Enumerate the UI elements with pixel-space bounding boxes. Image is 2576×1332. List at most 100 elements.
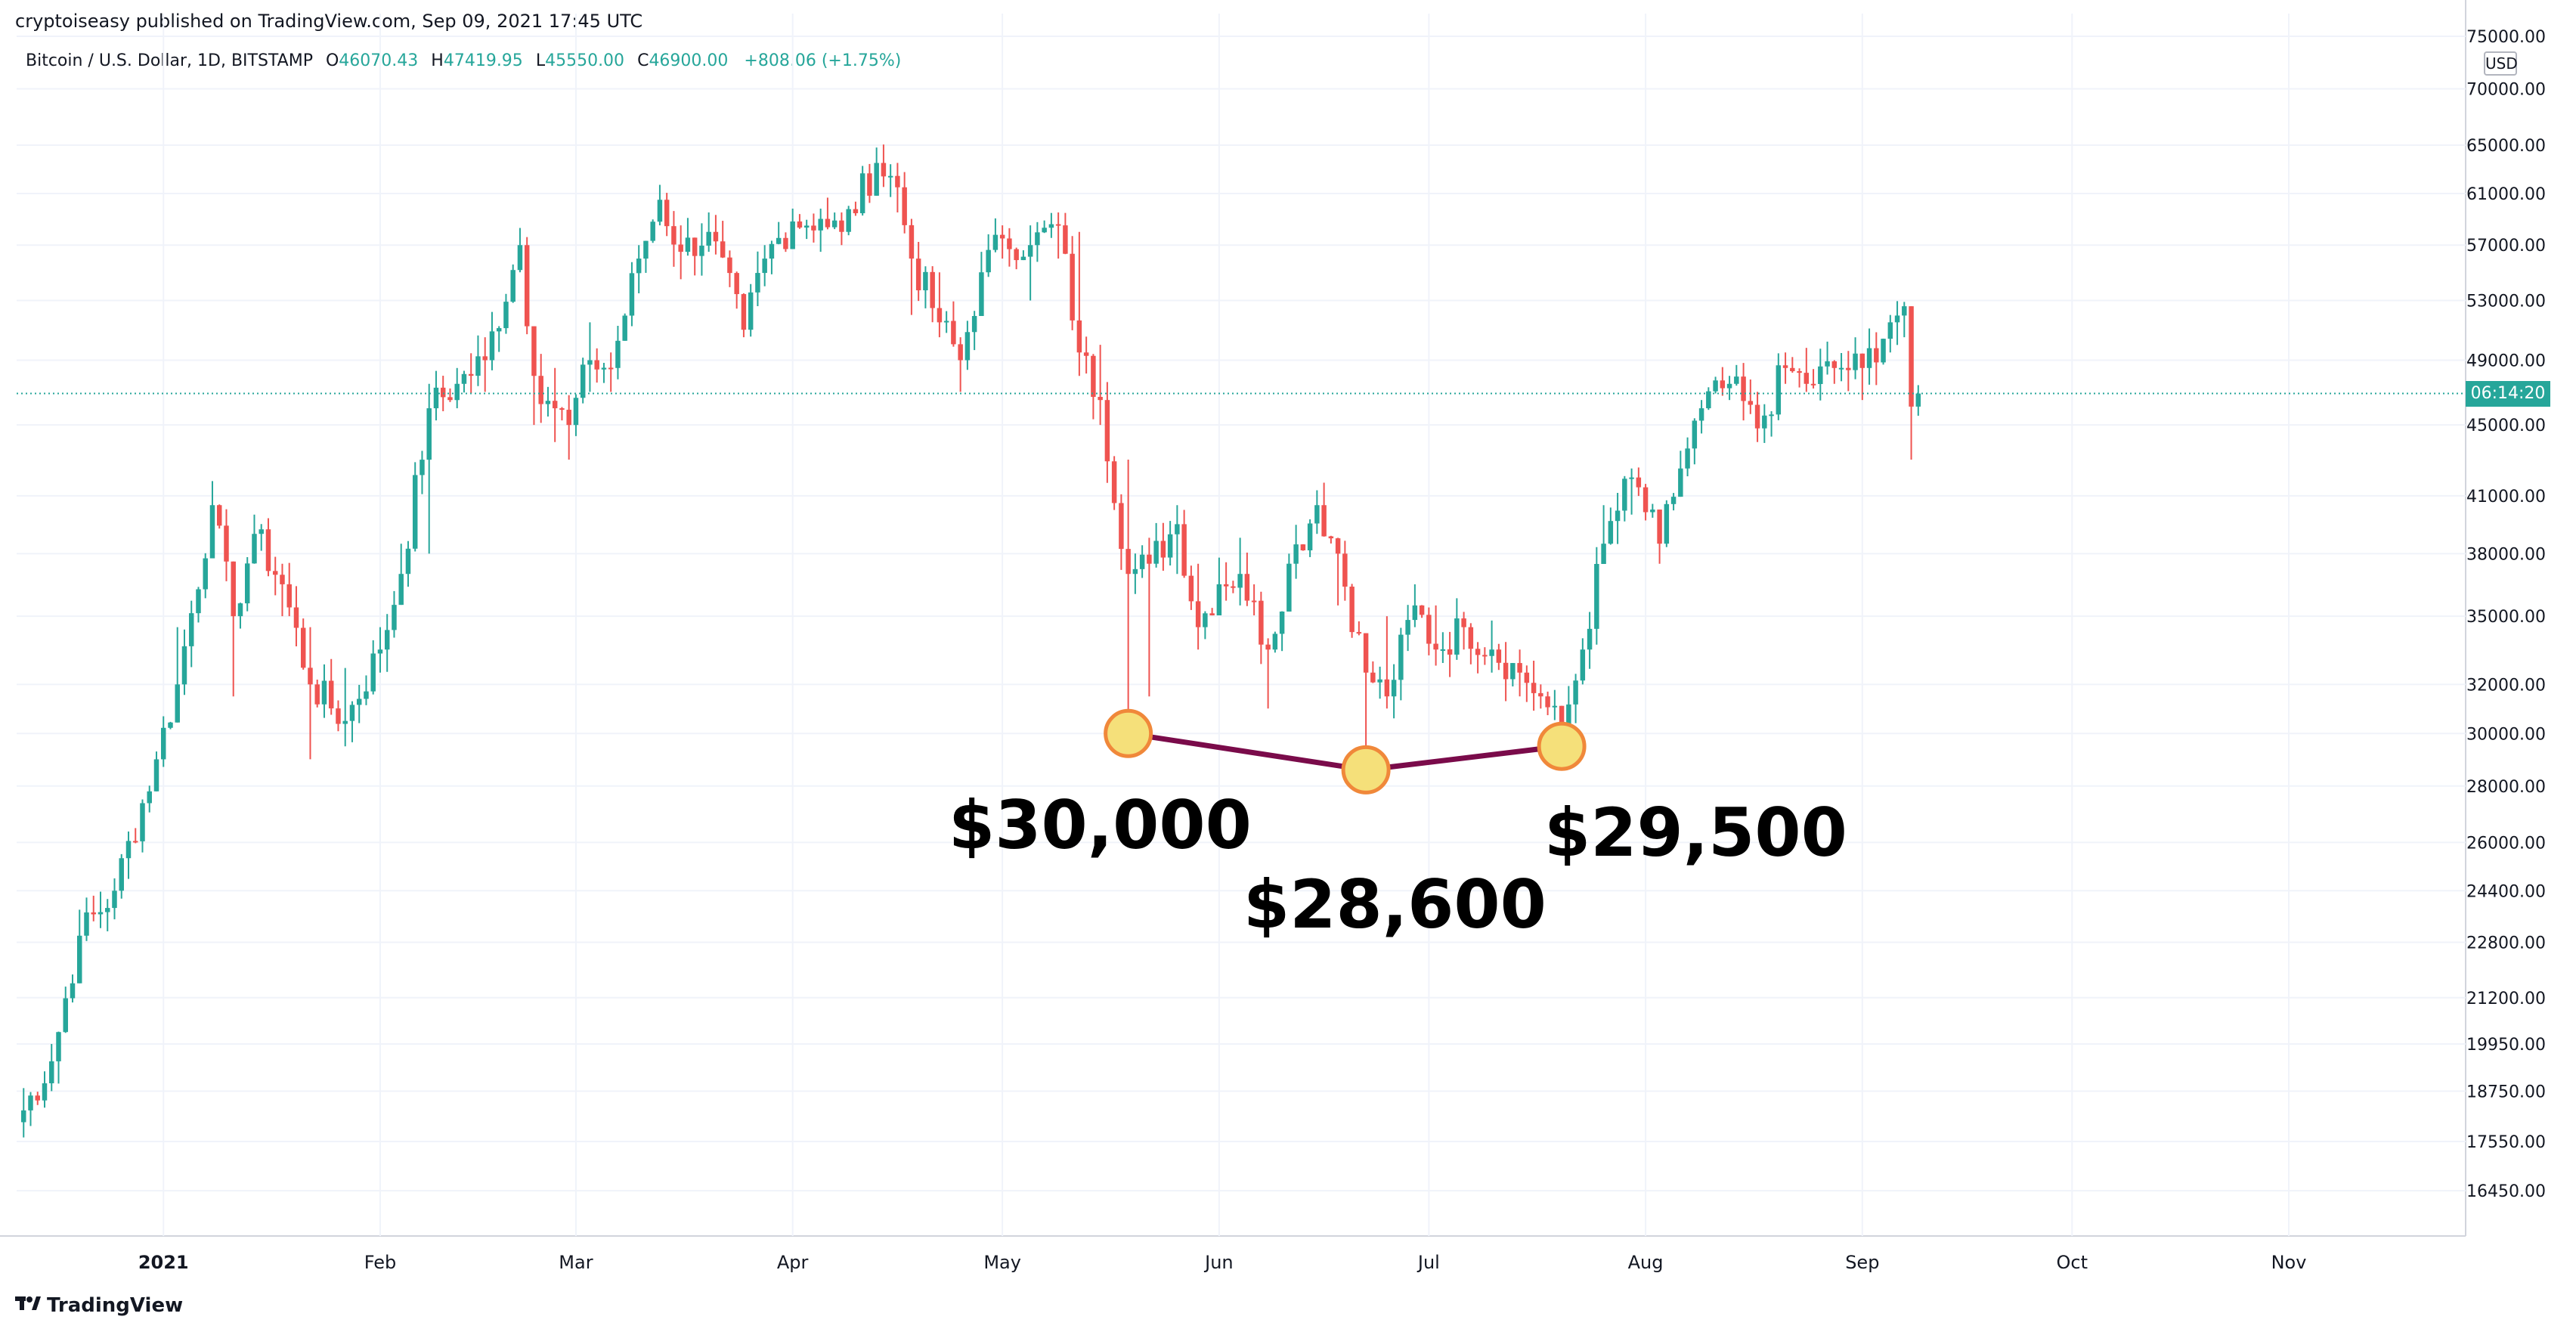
candle-body	[825, 218, 831, 228]
candle-body	[552, 401, 558, 409]
x-tick-label: Feb	[364, 1252, 397, 1273]
annotation-label-30000: $30,000	[949, 786, 1252, 864]
y-tick-label: 16450.00	[2466, 1182, 2546, 1201]
candle-body	[706, 231, 711, 246]
candle-body	[1496, 649, 1502, 663]
symbol-title: Bitcoin / U.S. Dollar, 1D, BITSTAMP	[26, 51, 313, 70]
annotation-label-29500: $29,500	[1544, 794, 1847, 872]
candle-body	[280, 575, 285, 584]
pattern-overlay	[1104, 708, 1587, 795]
candle-body	[559, 408, 565, 410]
open-label: O	[325, 51, 339, 70]
candle-body	[1279, 611, 1285, 634]
candle-body	[636, 259, 642, 274]
candle-body	[1147, 554, 1152, 564]
candle-body	[818, 218, 823, 231]
candle-body	[1538, 692, 1543, 697]
candle-body	[1475, 649, 1481, 655]
candle-body	[496, 328, 502, 332]
candle-body	[1244, 574, 1250, 601]
candle-body	[336, 708, 341, 724]
candle-body	[887, 175, 893, 178]
candle-body	[1685, 448, 1690, 469]
candle-body	[1552, 705, 1558, 708]
candle-body	[1776, 365, 1782, 415]
candle-body	[538, 376, 543, 404]
candle-body	[196, 589, 201, 614]
candle-body	[1251, 600, 1257, 602]
candle-body	[224, 525, 229, 562]
x-tick-label: Sep	[1845, 1252, 1879, 1273]
high-value: 47419.95	[443, 51, 523, 70]
y-tick-label: 53000.00	[2466, 292, 2546, 311]
candle-body	[1104, 400, 1110, 462]
candle-body	[1587, 628, 1593, 650]
candle-body	[468, 373, 474, 376]
candle-body	[1698, 408, 1704, 421]
candle-body	[349, 705, 355, 721]
candle-body	[657, 200, 663, 222]
candle-body	[566, 410, 571, 426]
candle-body	[1321, 505, 1327, 537]
time-axis: 2021 Feb Mar Apr May Jun Jul Aug Sep Oct Nov	[138, 1252, 2307, 1273]
candle-body	[56, 1032, 61, 1061]
candle-body	[951, 321, 956, 345]
candle-body	[119, 858, 124, 891]
candle-body	[168, 722, 173, 728]
candle-body	[1272, 633, 1278, 650]
candle-body	[1615, 510, 1621, 522]
candle-body	[664, 200, 670, 227]
candle-body	[84, 912, 89, 936]
candle-body	[1259, 600, 1264, 645]
candle-body	[629, 273, 635, 316]
candle-body	[1636, 477, 1642, 488]
x-tick-label: Jul	[1416, 1252, 1440, 1273]
y-tick-label: 57000.00	[2466, 237, 2546, 256]
candle-body	[1853, 353, 1858, 370]
candle-body	[1573, 680, 1578, 705]
y-tick-label: 49000.00	[2466, 352, 2546, 370]
candle-body	[489, 331, 495, 361]
candle-body	[454, 383, 460, 401]
candle-body	[1580, 649, 1586, 681]
candle-body	[1119, 503, 1124, 550]
candle-body	[1797, 371, 1802, 373]
candle-body	[1440, 649, 1446, 651]
candle-body	[992, 234, 999, 250]
candle-body	[713, 231, 719, 242]
candle-body	[153, 759, 159, 791]
candle-body	[839, 220, 844, 232]
y-tick-label: 19950.00	[2466, 1036, 2546, 1055]
y-tick-label: 45000.00	[2466, 417, 2546, 435]
candle-body	[531, 326, 537, 376]
candle-body	[1377, 679, 1382, 683]
y-tick-label: 41000.00	[2466, 488, 2546, 506]
tradingview-logo[interactable]: TradingView	[15, 1294, 183, 1317]
candle-body	[971, 315, 977, 333]
candle-body	[545, 401, 551, 404]
y-tick-label: 22800.00	[2466, 934, 2546, 953]
candle-body	[1482, 655, 1488, 657]
candle-body	[1608, 521, 1614, 544]
x-tick-label: Apr	[777, 1252, 809, 1273]
candle-body	[1601, 544, 1606, 565]
candle-body	[1265, 644, 1271, 650]
candle-body	[783, 237, 788, 249]
candle-body	[1027, 245, 1033, 257]
y-tick-label: 61000.00	[2466, 185, 2546, 204]
candle-body	[160, 727, 166, 760]
high-label: H	[431, 51, 444, 70]
close-value: 46900.00	[649, 51, 729, 70]
candle-body	[1629, 477, 1634, 479]
candle-body	[1231, 586, 1236, 588]
candle-body	[803, 225, 810, 228]
candle-body	[265, 529, 271, 572]
currency-badge[interactable]: USD	[2484, 51, 2518, 76]
candle-body	[98, 912, 104, 915]
candle-body	[755, 273, 760, 293]
y-tick-label: 17550.00	[2466, 1133, 2546, 1152]
candle-body	[308, 668, 313, 685]
candle-body	[811, 225, 816, 231]
candle-body	[1643, 487, 1649, 513]
